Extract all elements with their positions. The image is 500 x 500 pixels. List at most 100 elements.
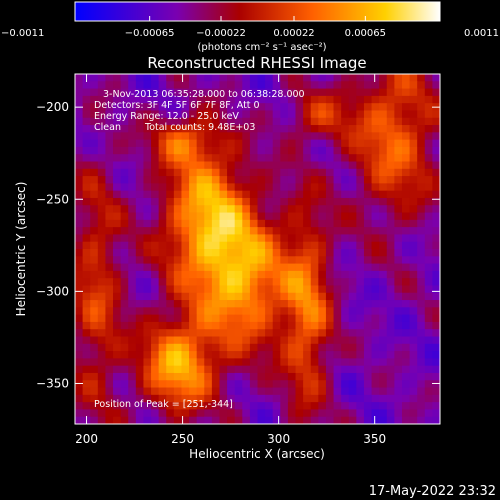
heatmap-cell	[196, 402, 205, 410]
heatmap-cell	[341, 380, 350, 388]
heatmap-cell	[75, 365, 83, 374]
heatmap-cell	[211, 343, 220, 352]
heatmap-cell	[295, 227, 304, 235]
heatmap-cell	[371, 212, 380, 221]
heatmap-cell	[333, 409, 342, 418]
heatmap-cell	[90, 263, 99, 272]
heatmap-cell	[409, 285, 418, 294]
heatmap-cell	[242, 314, 251, 323]
heatmap-cell	[272, 161, 281, 170]
heatmap-cell	[166, 205, 175, 213]
heatmap-cell	[363, 74, 372, 82]
heatmap-cell	[143, 343, 152, 352]
heatmap-cell	[97, 387, 106, 396]
heatmap-cell	[189, 88, 198, 97]
heatmap-cell	[173, 117, 182, 126]
heatmap-cell	[181, 343, 190, 352]
heatmap-cell	[424, 241, 433, 250]
heatmap-cell	[135, 117, 144, 126]
heatmap-cell	[363, 372, 372, 381]
heatmap-cell	[196, 292, 205, 301]
heatmap-cell	[356, 285, 365, 294]
heatmap-cell	[204, 197, 213, 206]
heatmap-cell	[356, 307, 365, 316]
heatmap-cell	[318, 256, 327, 264]
heatmap-cell	[432, 249, 441, 257]
heatmap-cell	[417, 176, 426, 184]
heatmap-cell	[401, 103, 410, 111]
heatmap-cell	[242, 81, 251, 89]
heatmap-cell	[424, 292, 433, 301]
heatmap-cell	[401, 249, 410, 257]
heatmap-cell	[341, 314, 350, 323]
heatmap-cell	[135, 227, 144, 235]
heatmap-cell	[371, 270, 380, 279]
heatmap-cell	[424, 256, 433, 264]
heatmap-cell	[363, 343, 372, 352]
heatmap-cell	[151, 241, 160, 250]
heatmap-cell	[417, 256, 426, 264]
heatmap-cell	[265, 219, 274, 228]
heatmap-cell	[356, 409, 365, 418]
heatmap-cell	[181, 380, 190, 388]
heatmap-cell	[113, 263, 122, 272]
heatmap-cell	[333, 117, 342, 126]
heatmap-cell	[128, 205, 137, 213]
heatmap-cell	[386, 197, 395, 206]
heatmap-cell	[249, 154, 258, 162]
heatmap-cell	[424, 95, 433, 104]
heatmap-cell	[143, 402, 152, 410]
heatmap-cell	[113, 402, 122, 410]
heatmap-cell	[90, 117, 99, 126]
heatmap-cell	[348, 409, 357, 418]
heatmap-cell	[151, 300, 160, 308]
heatmap-cell	[113, 343, 122, 352]
heatmap-cell	[90, 416, 99, 425]
heatmap-cell	[348, 343, 357, 352]
heatmap-cell	[424, 176, 433, 184]
heatmap-cell	[265, 249, 274, 257]
heatmap-cell	[333, 314, 342, 323]
heatmap-cell	[409, 161, 418, 170]
heatmap-cell	[280, 249, 289, 257]
heatmap-cell	[295, 132, 304, 141]
heatmap-cell	[295, 365, 304, 374]
heatmap-cell	[348, 227, 357, 235]
heatmap-cell	[135, 336, 144, 345]
heatmap-cell	[173, 307, 182, 316]
heatmap-cell	[128, 88, 137, 97]
heatmap-cell	[219, 95, 228, 104]
heatmap-cell	[242, 402, 251, 410]
heatmap-cell	[90, 249, 99, 257]
heatmap-cell	[295, 212, 304, 221]
heatmap-cell	[234, 205, 243, 213]
heatmap-cell	[219, 409, 228, 418]
heatmap-cell	[82, 241, 91, 250]
heatmap-cell	[386, 103, 395, 111]
heatmap-cell	[303, 263, 312, 272]
heatmap-cell	[242, 380, 251, 388]
heatmap-cell	[234, 300, 243, 308]
heatmap-cell	[287, 81, 296, 89]
heatmap-cell	[386, 314, 395, 323]
heatmap-cell	[90, 307, 99, 316]
heatmap-cell	[166, 212, 175, 221]
heatmap-cell	[75, 168, 83, 177]
heatmap-cell	[356, 212, 365, 221]
y-tick-label: −250	[36, 192, 69, 206]
heatmap-cell	[151, 168, 160, 177]
heatmap-cell	[120, 117, 129, 126]
heatmap-cell	[151, 212, 160, 221]
heatmap-cell	[105, 292, 114, 301]
heatmap-cell	[272, 321, 281, 330]
heatmap-cell	[128, 409, 137, 418]
heatmap-cell	[249, 249, 258, 257]
heatmap-cell	[424, 365, 433, 374]
heatmap-cell	[204, 154, 213, 162]
heatmap-cell	[135, 285, 144, 294]
heatmap-cell	[386, 117, 395, 126]
heatmap-cell	[105, 249, 114, 257]
heatmap-cell	[181, 146, 190, 155]
heatmap-cell	[432, 314, 441, 323]
heatmap-cell	[333, 168, 342, 177]
